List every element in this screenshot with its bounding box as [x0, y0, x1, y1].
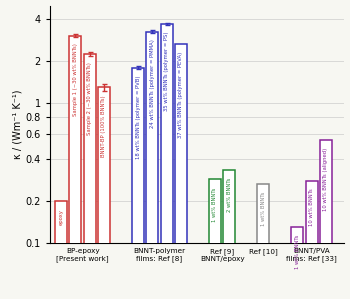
Text: BNNT-BP (100% BNNTs): BNNT-BP (100% BNNTs): [102, 95, 106, 157]
Bar: [320, 140, 332, 299]
Text: epoxy: epoxy: [59, 209, 64, 225]
Text: 10 wt% BNNTs: 10 wt% BNNTs: [309, 188, 314, 226]
Bar: [55, 201, 67, 299]
Text: 10 wt% BNNTs (aligned): 10 wt% BNNTs (aligned): [323, 147, 328, 210]
Bar: [132, 68, 144, 299]
Bar: [146, 32, 158, 299]
Text: 1 wt% BNNTs: 1 wt% BNNTs: [295, 235, 300, 269]
Text: 2 wt% BNNTs: 2 wt% BNNTs: [227, 177, 232, 212]
Bar: [161, 24, 173, 299]
Bar: [175, 44, 187, 299]
Bar: [209, 179, 221, 299]
Text: 35 wt% BNNTs (polymer = PS): 35 wt% BNNTs (polymer = PS): [164, 32, 169, 112]
Text: Sample 1 (~30 wt% BNNTs): Sample 1 (~30 wt% BNNTs): [73, 43, 78, 116]
Text: 24 wt% BNNTs (polymer = PMMA): 24 wt% BNNTs (polymer = PMMA): [150, 39, 155, 128]
Bar: [306, 181, 318, 299]
Bar: [291, 227, 303, 299]
Text: Sample 2 (~30 wt% BNNTs): Sample 2 (~30 wt% BNNTs): [87, 62, 92, 135]
Text: 1 wt% BNNTs: 1 wt% BNNTs: [261, 192, 266, 226]
Text: 18 wt% BNNTs (polymer = PVB): 18 wt% BNNTs (polymer = PVB): [135, 75, 141, 159]
Bar: [84, 54, 96, 299]
Y-axis label: κ / (Wm⁻¹ K⁻¹): κ / (Wm⁻¹ K⁻¹): [13, 90, 22, 159]
Text: 1 wt% BNNTs: 1 wt% BNNTs: [212, 187, 217, 222]
Text: 37 wt% BNNTs (polymer = PEVA): 37 wt% BNNTs (polymer = PEVA): [178, 52, 183, 138]
Bar: [257, 184, 269, 299]
Bar: [98, 87, 110, 299]
Bar: [69, 36, 82, 299]
Bar: [223, 170, 235, 299]
